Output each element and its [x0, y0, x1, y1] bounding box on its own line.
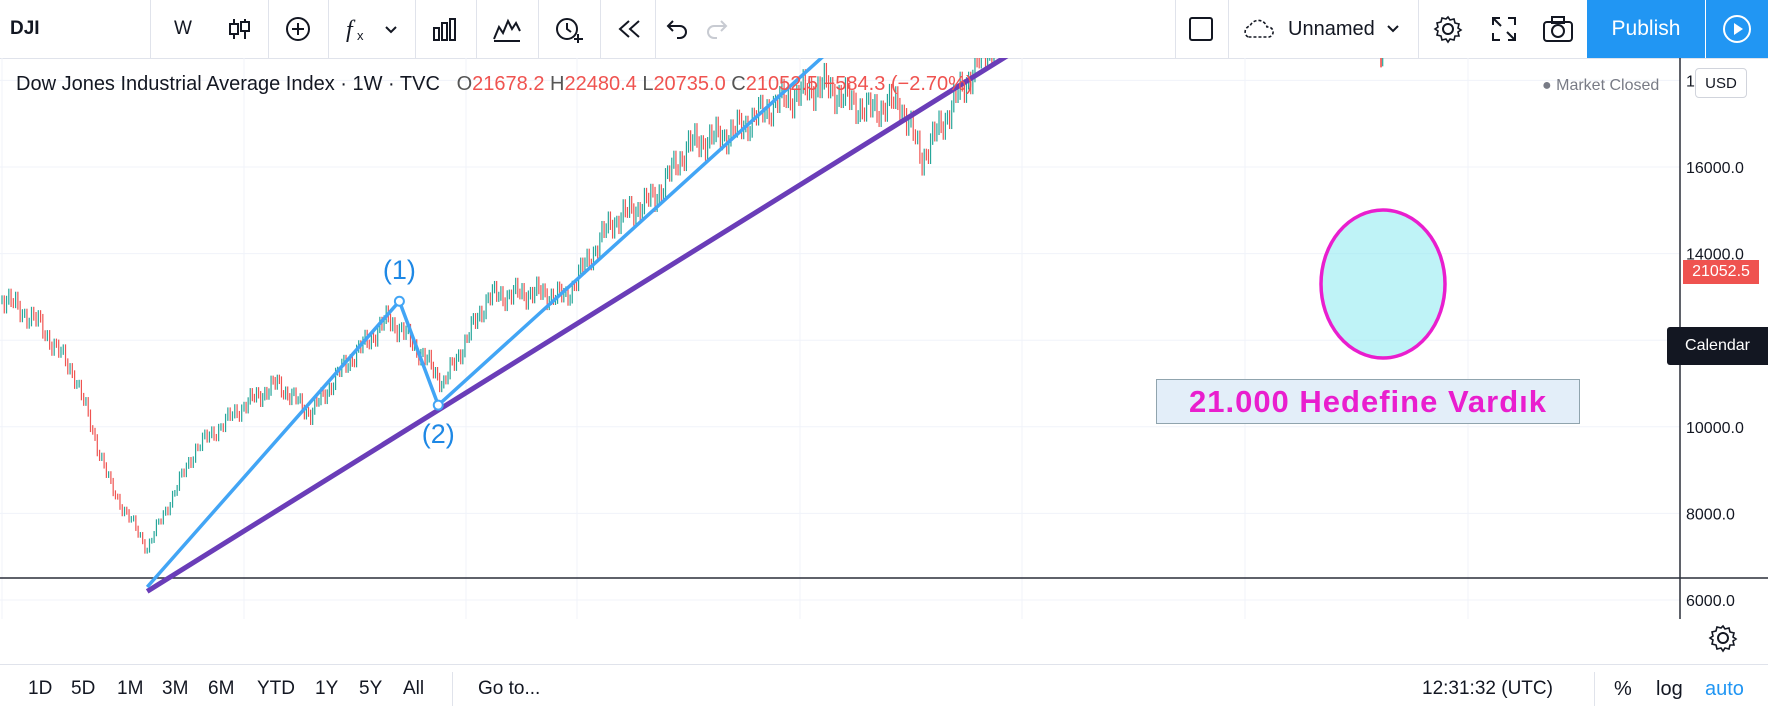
legend-open-value: 21678.2: [472, 73, 545, 95]
highlight-circle: [1319, 208, 1447, 360]
currency-label: USD: [1705, 74, 1737, 92]
legend-low-label: L: [642, 73, 654, 95]
candles-icon[interactable]: [213, 0, 265, 58]
range-ytd-button[interactable]: YTD: [257, 678, 295, 699]
range-1d-button[interactable]: 1D: [28, 678, 53, 699]
market-status: ● Market Closed: [1542, 77, 1660, 94]
wave-label: (1): [383, 255, 416, 285]
range-6m-button[interactable]: 6M: [208, 678, 235, 699]
interval-button[interactable]: W: [155, 0, 211, 58]
legend-title: Dow Jones Industrial Average Index · 1W …: [16, 73, 440, 95]
divider: [150, 0, 151, 58]
calendar-label: Calendar: [1685, 337, 1750, 354]
y-tick-label: 6000.0: [1686, 593, 1735, 610]
y-tick-label: 10000.0: [1686, 420, 1744, 437]
alert-icon[interactable]: [540, 0, 598, 58]
scale-settings-icon[interactable]: [1705, 620, 1741, 661]
fullscreen-icon[interactable]: [1476, 0, 1532, 58]
range-3m-button[interactable]: 3M: [162, 678, 189, 699]
range-5y-button[interactable]: 5Y: [359, 678, 383, 699]
legend-low-value: 20735.0: [653, 73, 726, 95]
calendar-button[interactable]: Calendar: [1667, 327, 1768, 365]
percent-label: %: [1614, 677, 1632, 700]
legend-close-value: 21052.5: [745, 73, 819, 95]
legend-open-label: O: [456, 73, 473, 95]
annotation-label: 21.000 Hedefine Vardık: [1188, 383, 1548, 419]
range-5d-button[interactable]: 5D: [71, 678, 96, 699]
financials-icon[interactable]: [418, 0, 472, 58]
bottom-toolbar: 1D 5D 1M 3M 6M YTD 1Y 5Y All Go to... 12:31:32 (…: [0, 664, 1768, 719]
layout-name-label: Unnamed: [1288, 17, 1375, 40]
undo-icon[interactable]: [658, 0, 696, 58]
clock-label: 12:31:32 (UTC): [1422, 678, 1553, 699]
legend-change: −584.3 (−2.70%): [823, 73, 973, 95]
interval-label: W: [174, 18, 192, 39]
legend-high-label: H: [550, 73, 565, 95]
replay-icon[interactable]: [604, 0, 654, 58]
play-icon[interactable]: [1706, 0, 1768, 58]
auto-label: auto: [1705, 677, 1744, 700]
y-tick-label: 16000.0: [1686, 160, 1744, 177]
last-price-label: 21052.5: [1692, 263, 1750, 280]
symbol-search-button[interactable]: DJI: [10, 0, 150, 58]
layout-name-button[interactable]: Unnamed: [1240, 0, 1415, 58]
last-price-tag: 21052.5: [1683, 260, 1759, 284]
range-all-button[interactable]: All: [403, 678, 425, 699]
auto-toggle[interactable]: auto: [1705, 665, 1744, 713]
legend-high-value: 22480.4: [564, 73, 637, 95]
legend-close-label: C: [731, 73, 746, 95]
goto-label: Go to...: [478, 678, 541, 699]
y-tick-label: 14000.0: [1686, 247, 1744, 264]
y-tick-label: 8000.0: [1686, 506, 1735, 523]
chart-legend: Dow Jones Industrial Average Index · 1W …: [16, 73, 973, 96]
market-status-label: Market Closed: [1556, 77, 1660, 94]
wave-point-marker: [393, 295, 405, 307]
log-label: log: [1656, 677, 1683, 700]
chart-area[interactable]: 6000.08000.010000.012000.014000.016000.0…: [0, 58, 1768, 619]
chevron-down-icon: [1387, 25, 1399, 33]
log-toggle[interactable]: log: [1656, 665, 1683, 713]
cloud-icon: [1244, 19, 1274, 38]
wave-label: (2): [422, 419, 455, 449]
goto-button[interactable]: Go to...: [478, 665, 540, 713]
redo-icon[interactable]: [698, 0, 736, 58]
clock[interactable]: 12:31:32 (UTC): [1422, 665, 1553, 713]
currency-button[interactable]: USD: [1695, 68, 1747, 98]
svg-text:f: f: [346, 17, 356, 43]
settings-icon[interactable]: [1420, 0, 1476, 58]
snapshot-icon[interactable]: [1530, 0, 1586, 58]
percent-toggle[interactable]: %: [1614, 665, 1632, 713]
wave-point-marker: [432, 399, 444, 411]
publish-button[interactable]: Publish: [1587, 0, 1705, 58]
publish-label: Publish: [1611, 17, 1681, 40]
symbol-label: DJI: [10, 18, 40, 39]
layout-select-icon[interactable]: [1178, 0, 1224, 58]
trendline: [145, 58, 1009, 594]
range-1m-button[interactable]: 1M: [117, 678, 144, 699]
range-1y-button[interactable]: 1Y: [315, 678, 339, 699]
templates-icon[interactable]: [480, 0, 534, 58]
text-annotation[interactable]: 21.000 Hedefine Vardık: [1156, 379, 1580, 424]
svg-text:x: x: [357, 28, 364, 43]
add-compare-icon[interactable]: [270, 0, 326, 58]
price-chart[interactable]: 6000.08000.010000.012000.014000.016000.0…: [0, 58, 1768, 619]
